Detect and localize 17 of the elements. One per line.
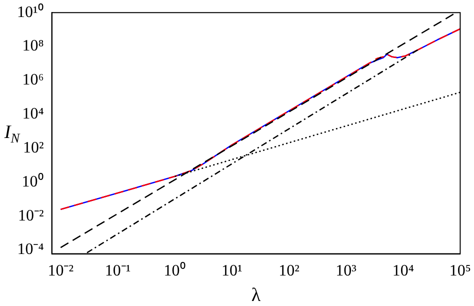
x-axis-title: λ <box>251 284 262 306</box>
x-tick-label: 10⁻¹ <box>104 262 131 280</box>
y-tick-label: 10² <box>23 139 44 156</box>
y-tick-label: 10⁶ <box>22 72 44 89</box>
x-tick-label: 10⁵ <box>449 262 471 280</box>
y-tick-label: 10¹⁰ <box>17 2 44 21</box>
x-tick-label: 10¹ <box>221 262 242 280</box>
y-tick-label: 10⁻² <box>18 207 44 224</box>
x-tick-label: 10⁻² <box>48 262 74 280</box>
y-tick-label: 10⁸ <box>22 38 44 55</box>
x-tick-label: 10⁰ <box>164 262 186 280</box>
x-tick-label: 10² <box>278 262 300 280</box>
x-tick-label: 10⁴ <box>392 262 414 280</box>
y-tick-label: 10⁰ <box>22 172 44 190</box>
x-tick-label: 10³ <box>336 262 357 280</box>
y-tick-label: 10⁻⁴ <box>17 241 44 258</box>
y-tick-label: 10⁴ <box>22 106 44 123</box>
